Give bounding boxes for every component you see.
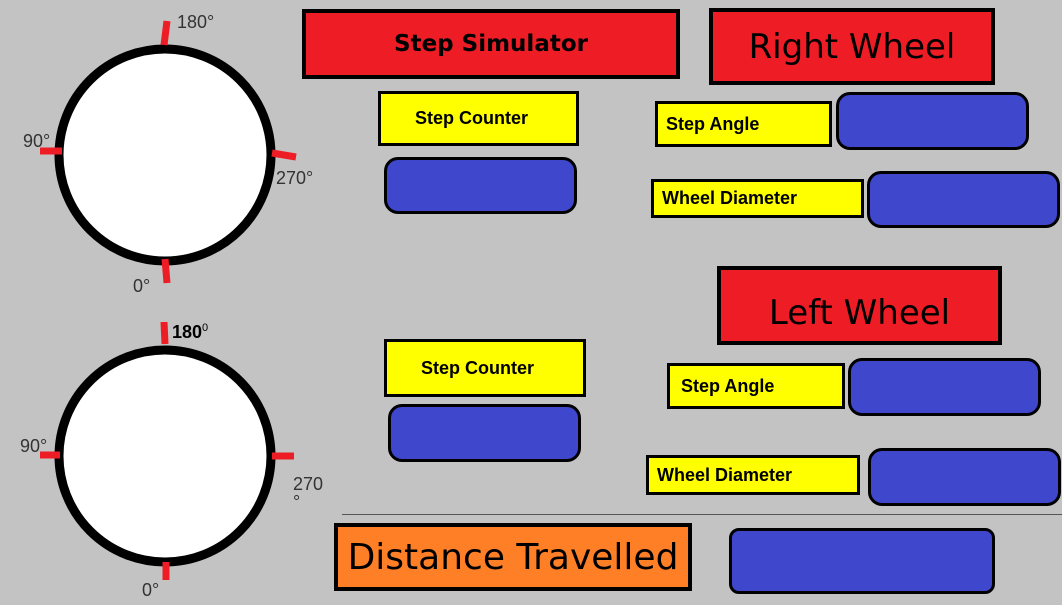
right-wheel-title-banner: Right Wheel [709, 8, 995, 85]
left-wheel-wheel-diameter-field[interactable] [868, 448, 1061, 506]
left-wheel-dial-label-180-value: 180 [172, 322, 203, 342]
right-wheel-dial-label-270: 270° [276, 168, 314, 188]
left-wheel-dial-label-180: 1800 [172, 322, 208, 343]
right-wheel-wheel-diameter-field[interactable] [867, 171, 1060, 228]
left-wheel-step-counter-label-box: Step Counter [384, 339, 586, 397]
left-wheel-dial-label-270-value: 270 [293, 474, 324, 494]
left-wheel-wheel-diameter-label: Wheel Diameter [657, 464, 793, 485]
right-wheel-step-angle-label: Step Angle [666, 113, 760, 134]
left-wheel-dial-label-90: 90° [20, 436, 48, 456]
right-wheel-wheel-diameter-label-box: Wheel Diameter [651, 179, 864, 218]
right-wheel-dial-tick-top [160, 20, 171, 46]
right-wheel-step-counter-field[interactable] [384, 157, 577, 214]
left-wheel-step-angle-label-box: Step Angle [667, 363, 845, 409]
right-wheel-dial-tick-bottom [161, 258, 171, 284]
left-wheel-dial-tick-top [160, 322, 169, 345]
right-wheel-dial-label-0: 0° [133, 276, 151, 296]
left-wheel-title-banner: Left Wheel [717, 266, 1002, 345]
right-wheel-step-angle-field[interactable] [836, 92, 1029, 150]
left-wheel-title: Left Wheel [768, 292, 951, 333]
right-wheel-step-angle-label-box: Step Angle [655, 101, 832, 147]
right-wheel-dial-label-180: 180° [177, 12, 215, 32]
right-wheel-step-counter-label-box: Step Counter [378, 91, 579, 146]
left-wheel-step-angle-label: Step Angle [681, 375, 775, 396]
left-wheel-step-counter-label: Step Counter [421, 357, 535, 378]
section-divider [342, 514, 1062, 515]
left-wheel-dial-face [54, 345, 276, 567]
left-wheel-dial-label-270: 270 ° [293, 475, 323, 511]
app-title-banner: Step Simulator [302, 9, 680, 79]
right-wheel-dial-tick-right [271, 149, 297, 161]
left-wheel-step-angle-field[interactable] [848, 358, 1041, 416]
right-wheel-step-counter-label: Step Counter [415, 108, 529, 128]
left-wheel-dial-label-270-degree: ° [293, 492, 301, 512]
right-wheel-title: Right Wheel [748, 26, 956, 67]
left-wheel-step-counter-field[interactable] [388, 404, 581, 462]
right-wheel-wheel-diameter-label: Wheel Diameter [662, 188, 798, 208]
left-wheel-dial-label-0: 0° [142, 580, 160, 600]
left-wheel-dial-label-180-sup: 0 [202, 322, 209, 334]
left-wheel-wheel-diameter-label-box: Wheel Diameter [646, 455, 860, 495]
distance-travelled-label-box: Distance Travelled [334, 523, 692, 591]
left-wheel-dial [40, 322, 294, 580]
right-wheel-dial [40, 20, 297, 284]
right-wheel-dial-face [54, 44, 276, 266]
distance-travelled-field[interactable] [729, 528, 995, 594]
app-title: Step Simulator [394, 31, 588, 57]
right-wheel-dial-label-90: 90° [23, 131, 51, 151]
distance-travelled-label: Distance Travelled [347, 536, 679, 578]
